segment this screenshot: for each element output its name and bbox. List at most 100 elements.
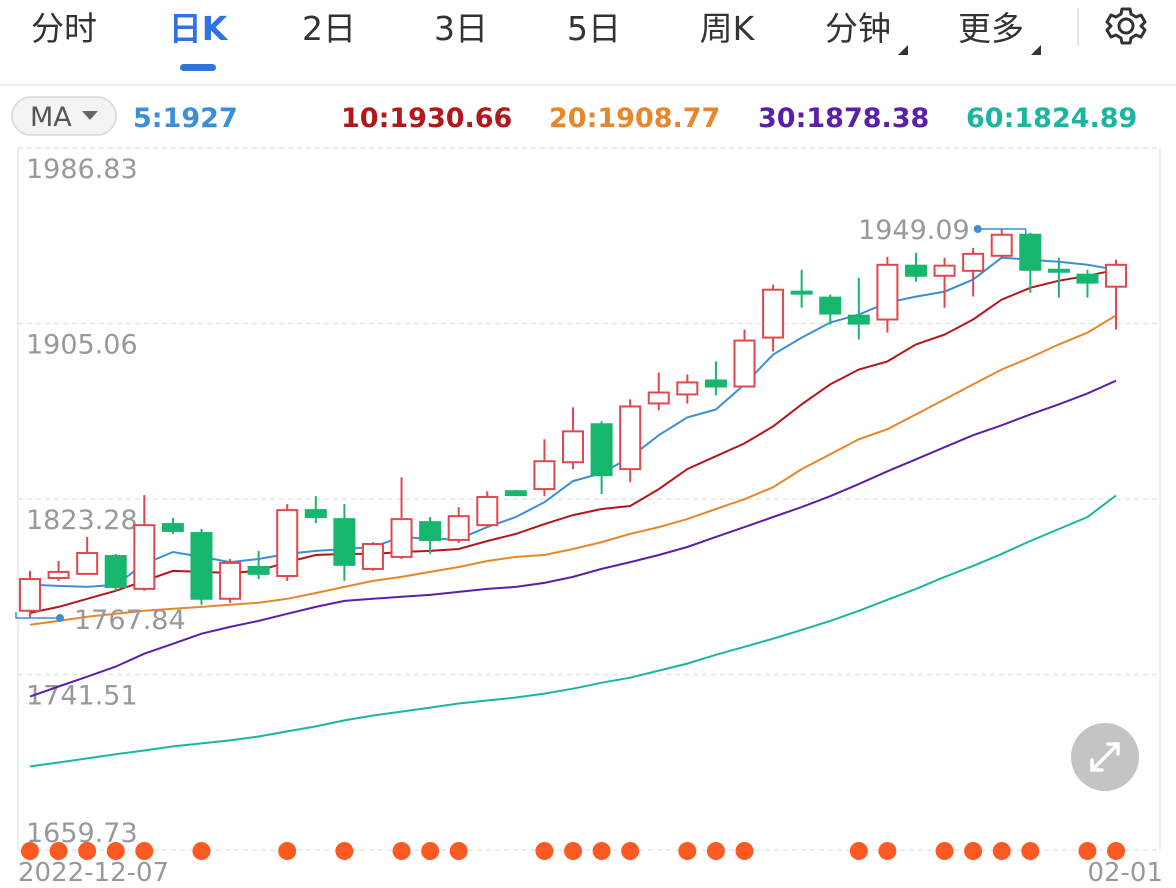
event-dot (135, 842, 154, 860)
event-dot (106, 842, 125, 860)
candle-body (904, 264, 927, 277)
max-dot (973, 224, 982, 233)
candle-body (161, 523, 184, 532)
event-dot (735, 842, 754, 860)
event-dot (878, 842, 897, 860)
candle-body (419, 521, 442, 541)
event-dot (564, 842, 583, 860)
tab-bar: 分时 日K 2日 3日 5日 周K 分钟 更多 (31, 9, 1041, 55)
candle-body (504, 490, 527, 497)
candle-body (990, 233, 1013, 257)
max-pointer (977, 228, 1027, 235)
candle-body (962, 252, 985, 272)
ma-line (29, 314, 1117, 626)
event-dot (335, 842, 354, 860)
candle-body (1047, 268, 1070, 273)
event-dot (1107, 842, 1126, 860)
event-dot (621, 842, 640, 860)
candle-body (733, 339, 756, 388)
candle-body (819, 296, 842, 315)
ma-lines (29, 256, 1117, 768)
candle-body (276, 509, 299, 578)
legend: 5:1927 10:1930.66 20:1908.77 30:1878.38 60:1… (133, 103, 1137, 134)
candle-body (1105, 263, 1128, 288)
candle-body (333, 518, 356, 566)
candle-body (304, 509, 327, 518)
candle-body (790, 290, 813, 295)
tab[interactable]: 分时 (31, 9, 97, 48)
tab[interactable]: 更多 (958, 9, 1024, 48)
candle-body (847, 314, 870, 325)
ma-button[interactable]: MA (11, 96, 117, 136)
candle-body (104, 555, 127, 588)
event-dot (535, 842, 554, 860)
event-dot (192, 842, 211, 860)
event-dot (392, 842, 411, 860)
tab[interactable]: 日K (169, 9, 229, 48)
candle-body (247, 565, 270, 575)
tab[interactable]: 5日 (567, 9, 621, 48)
event-dot (592, 842, 611, 860)
legend-entry: 20:1908.77 (549, 103, 720, 134)
candle-body (562, 430, 585, 464)
legend-entry: 5:1927 (133, 103, 238, 134)
event-dot (935, 842, 954, 860)
candle-body (590, 423, 613, 477)
dropdown-corner (898, 45, 908, 55)
min-label: 1767.84 (74, 605, 186, 636)
event-dot (278, 842, 297, 860)
event-dot (678, 842, 697, 860)
ma-line (29, 494, 1117, 768)
candle-body (361, 543, 384, 570)
x-tick-label: 2022-12-07 (18, 858, 169, 888)
min-dot (56, 613, 64, 622)
y-tick-label: 1823.28 (26, 505, 138, 536)
candle-body (19, 578, 41, 612)
event-dot (1021, 842, 1040, 860)
max-label: 1949.09 (858, 215, 970, 246)
tab[interactable]: 分钟 (825, 9, 891, 48)
tab[interactable]: 周K (700, 9, 756, 48)
legend-entry: 30:1878.38 (758, 103, 929, 134)
event-dots (21, 842, 1126, 860)
candle-body (390, 518, 413, 558)
event-dot (21, 842, 39, 860)
candle-body (190, 532, 213, 600)
candle-body (447, 515, 470, 541)
legend-entry: 60:1824.89 (966, 103, 1137, 134)
candle-body (1076, 273, 1099, 284)
dropdown-corner (1031, 45, 1041, 55)
candle-body (876, 263, 899, 321)
candle-body (476, 496, 499, 527)
expand-button[interactable] (1071, 723, 1139, 791)
ma-button-label: MA (30, 102, 72, 133)
candle-body (1019, 233, 1042, 271)
selected-tab-indicator (180, 64, 216, 71)
event-dot (1078, 842, 1097, 860)
event-dot (449, 842, 468, 860)
event-dot (964, 842, 983, 860)
tab[interactable]: 3日 (434, 9, 488, 48)
event-dot (78, 842, 97, 860)
candle-body (647, 391, 670, 405)
candle-body (76, 552, 99, 575)
event-dot (706, 842, 725, 860)
min-pointer (15, 611, 60, 619)
y-tick-label: 1905.06 (26, 329, 138, 360)
x-axis: 2022-12-07 02-01 (18, 858, 1163, 888)
x-tick-label: 02-01 (1087, 858, 1163, 888)
y-tick-label: 1986.83 (26, 154, 138, 185)
candle-body (533, 460, 556, 491)
candle-body (47, 570, 70, 579)
candle-body (219, 561, 242, 600)
event-dot (849, 842, 868, 860)
settings-button[interactable] (1105, 7, 1147, 45)
ma-line (29, 379, 1117, 698)
candle-body (133, 524, 156, 590)
tab[interactable]: 2日 (302, 9, 356, 48)
event-dot (421, 842, 440, 860)
annotations: 1949.09 1767.84 (15, 215, 1027, 636)
candle-body (676, 381, 699, 396)
